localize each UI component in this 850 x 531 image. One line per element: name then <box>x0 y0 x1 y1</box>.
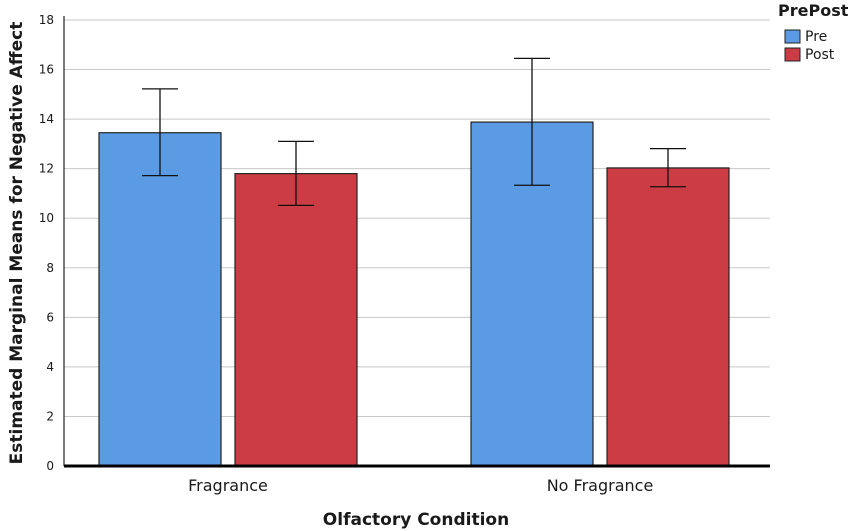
legend-swatch-pre <box>784 29 801 44</box>
legend-swatch-post <box>784 47 801 62</box>
legend-title: PrePost <box>778 1 849 20</box>
bar-pre-fragrance <box>98 132 222 467</box>
y-tick-label: 12 <box>39 162 54 176</box>
y-axis-title: Estimated Marginal Means for Negative Af… <box>7 22 27 465</box>
legend-label-post: Post <box>805 47 835 63</box>
x-tick-labels: Fragrance No Fragrance <box>188 476 653 495</box>
bar-post-no-fragrance <box>606 167 730 467</box>
legend-label-pre: Pre <box>805 29 827 45</box>
y-tick-label: 2 <box>46 409 54 423</box>
bars <box>98 121 730 467</box>
x-axis-title: Olfactory Condition <box>323 510 509 530</box>
bar-post-fragrance <box>234 173 358 467</box>
x-tick-label: No Fragrance <box>547 476 654 495</box>
y-tick-label: 14 <box>39 112 54 126</box>
legend: PrePost Pre Post <box>778 1 849 63</box>
y-tick-label: 16 <box>39 63 54 77</box>
x-tick-label: Fragrance <box>188 476 268 495</box>
y-tick-label: 4 <box>46 360 54 374</box>
y-tick-label: 10 <box>39 211 54 225</box>
y-tick-label: 0 <box>46 459 54 473</box>
y-tick-label: 8 <box>46 261 54 275</box>
y-tick-labels: 0 2 4 6 8 10 12 14 16 18 <box>39 13 54 473</box>
axes <box>63 16 770 468</box>
y-tick-label: 18 <box>39 13 54 27</box>
error-bars <box>142 57 686 206</box>
y-tick-label: 6 <box>46 310 54 324</box>
